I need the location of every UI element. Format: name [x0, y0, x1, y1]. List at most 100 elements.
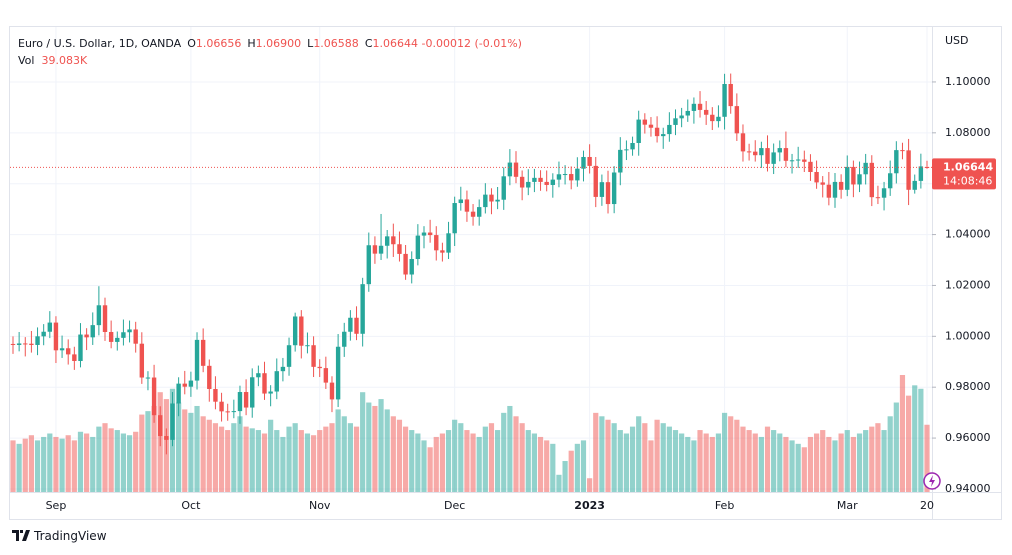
- candle-body: [759, 148, 764, 156]
- x-tick-label: Feb: [715, 499, 734, 512]
- volume-bar: [151, 405, 157, 492]
- countdown: 14:08:46: [943, 174, 992, 187]
- volume-bar: [464, 430, 470, 492]
- volume-bar: [672, 430, 679, 492]
- volume-bar: [176, 402, 182, 492]
- volume-bar: [274, 430, 280, 492]
- brand[interactable]: TradingView: [12, 529, 107, 543]
- volume-bar: [820, 430, 826, 492]
- candle-body: [765, 148, 770, 164]
- candle-body: [599, 182, 605, 197]
- volume-bar: [433, 436, 439, 492]
- volume-bar: [813, 433, 820, 492]
- ohlc-fields: O1.06656 H1.06900 L1.06588 C1.06644: [181, 37, 418, 50]
- volume-bar: [605, 419, 611, 492]
- volume-bar: [611, 423, 617, 492]
- x-tick-label: Oct: [181, 499, 201, 512]
- candle-body: [225, 411, 230, 413]
- candle-body: [728, 83, 733, 107]
- volume-bar: [439, 433, 445, 492]
- candle-body: [900, 150, 905, 152]
- volume-title: Vol: [18, 54, 35, 67]
- candle-body: [470, 211, 476, 217]
- volume-row: Vol 39.083K: [18, 52, 522, 69]
- candle-body: [894, 150, 899, 174]
- volume-bar: [740, 426, 746, 492]
- candle-body: [814, 171, 819, 183]
- candle-body: [519, 176, 525, 188]
- candle-body: [434, 235, 439, 251]
- volume-bar: [200, 416, 206, 492]
- volume-bar: [574, 443, 580, 492]
- volume-bar: [495, 430, 501, 492]
- volume-bar: [90, 436, 96, 492]
- candle-body: [237, 392, 243, 412]
- candle-body: [783, 148, 789, 161]
- candle-body: [777, 148, 782, 153]
- volume-bar: [513, 416, 519, 492]
- volume-bar: [390, 416, 396, 492]
- volume-bar: [838, 433, 844, 492]
- candle-body: [710, 114, 715, 122]
- volume-bar: [550, 443, 556, 492]
- volume-bar: [648, 440, 654, 492]
- candle-body: [299, 316, 304, 346]
- volume-bar: [366, 402, 372, 492]
- volume-bar: [261, 433, 268, 492]
- candle-body: [378, 245, 384, 254]
- volume-bar: [372, 405, 378, 492]
- x-tick-label: Sep: [46, 499, 67, 512]
- candle-body: [771, 152, 776, 164]
- field-key: L: [307, 37, 314, 50]
- candle-body: [857, 174, 862, 185]
- volume-bar: [182, 409, 188, 492]
- candle-body: [348, 317, 353, 332]
- volume-bar: [488, 423, 495, 492]
- volume-bar: [225, 430, 231, 492]
- volume-bar: [728, 416, 734, 492]
- volume-bar: [905, 395, 912, 492]
- candle-body: [924, 167, 930, 169]
- volume-bar: [65, 435, 71, 492]
- volume-bar: [415, 433, 421, 492]
- volume-bar: [347, 423, 353, 492]
- candle-body: [618, 149, 623, 173]
- volume-bar: [243, 426, 249, 492]
- volume-bar: [924, 424, 930, 492]
- volume-bar: [139, 414, 145, 492]
- volume-bar: [360, 392, 366, 492]
- volume-bar: [893, 402, 899, 492]
- candle-body: [96, 305, 102, 326]
- candle-body: [427, 232, 433, 236]
- y-tick-label: 0.96000: [945, 431, 991, 444]
- candle-body: [421, 232, 427, 236]
- volume-bar: [16, 443, 22, 492]
- brand-logo: [12, 530, 30, 541]
- candle-body: [219, 401, 224, 412]
- candle-body: [826, 184, 832, 198]
- candle-body: [703, 109, 709, 115]
- candle-body: [317, 366, 322, 369]
- candle-body: [869, 162, 874, 198]
- candle-body: [231, 411, 237, 413]
- volume-bar: [623, 433, 630, 492]
- volume-bar: [482, 426, 488, 492]
- chart-frame: [9, 26, 1002, 520]
- volume-bar: [777, 433, 783, 492]
- candle-body: [409, 258, 414, 275]
- volume-bar: [912, 385, 918, 492]
- candle-body: [72, 354, 77, 361]
- volume-value: 39.083K: [41, 54, 88, 67]
- candle-body: [544, 181, 549, 185]
- volume-bar: [617, 430, 623, 492]
- candle-body: [483, 194, 488, 208]
- volume-bar: [832, 440, 838, 492]
- volume-bar: [519, 423, 525, 492]
- candle-body: [66, 348, 71, 355]
- legend-row: Euro / U.S. Dollar, 1D, OANDA O1.06656 H1.…: [18, 35, 522, 52]
- volume-bar: [764, 426, 771, 492]
- candle-body: [188, 380, 194, 387]
- candle-body: [593, 165, 598, 197]
- volume-bar: [445, 430, 452, 492]
- candle-body: [832, 181, 838, 198]
